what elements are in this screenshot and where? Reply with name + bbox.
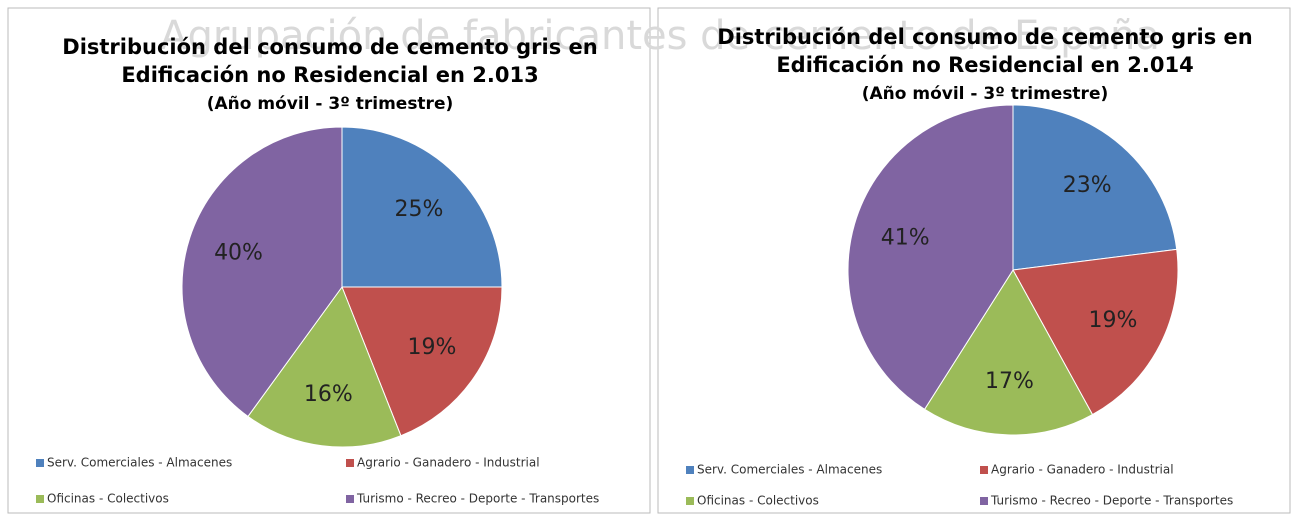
legend-label: Turismo - Recreo - Deporte - Transportes bbox=[990, 494, 1233, 508]
chart-title: Distribución del consumo de cemento gris… bbox=[717, 25, 1252, 49]
data-label: 16% bbox=[304, 382, 353, 407]
data-label: 23% bbox=[1063, 173, 1112, 198]
pie-slice bbox=[247, 285, 402, 448]
legend-label: Agrario - Ganadero - Industrial bbox=[991, 463, 1174, 477]
legend-label: Serv. Comerciales - Almacenes bbox=[697, 463, 882, 477]
legend-label: Agrario - Ganadero - Industrial bbox=[357, 456, 540, 470]
pie-slice bbox=[1012, 248, 1179, 416]
pie-slice bbox=[341, 126, 503, 288]
data-label: 25% bbox=[394, 197, 443, 222]
data-label: 19% bbox=[1089, 308, 1138, 333]
pie-slice bbox=[341, 286, 503, 437]
watermark: Agrupación de fabricantes de cemento de … bbox=[160, 13, 1160, 59]
legend-label: Serv. Comerciales - Almacenes bbox=[47, 456, 232, 470]
pie-slice bbox=[181, 126, 343, 418]
legend-label: Oficinas - Colectivos bbox=[47, 492, 169, 506]
chart-title: Edificación no Residencial en 2.013 bbox=[121, 63, 538, 87]
data-label: 41% bbox=[881, 226, 930, 251]
pie-slice bbox=[923, 269, 1094, 436]
chart-title: Edificación no Residencial en 2.014 bbox=[776, 53, 1193, 77]
legend-swatch bbox=[36, 495, 44, 503]
legend-swatch bbox=[346, 459, 354, 467]
legend-swatch bbox=[980, 466, 988, 474]
legend-label: Turismo - Recreo - Deporte - Transportes bbox=[356, 492, 599, 506]
chart-title: Distribución del consumo de cemento gris… bbox=[62, 35, 597, 59]
data-label: 19% bbox=[408, 335, 457, 360]
legend-swatch bbox=[686, 497, 694, 505]
data-label: 40% bbox=[214, 240, 263, 265]
pie-slice bbox=[1012, 104, 1178, 271]
chart-subtitle: (Año móvil - 3º trimestre) bbox=[207, 94, 454, 114]
legend-swatch bbox=[980, 497, 988, 505]
legend-label: Oficinas - Colectivos bbox=[697, 494, 819, 508]
pie-slice bbox=[847, 104, 1014, 411]
legend-swatch bbox=[686, 466, 694, 474]
legend-swatch bbox=[346, 495, 354, 503]
chart-subtitle: (Año móvil - 3º trimestre) bbox=[862, 84, 1109, 104]
legend-swatch bbox=[36, 459, 44, 467]
data-label: 17% bbox=[985, 369, 1034, 394]
